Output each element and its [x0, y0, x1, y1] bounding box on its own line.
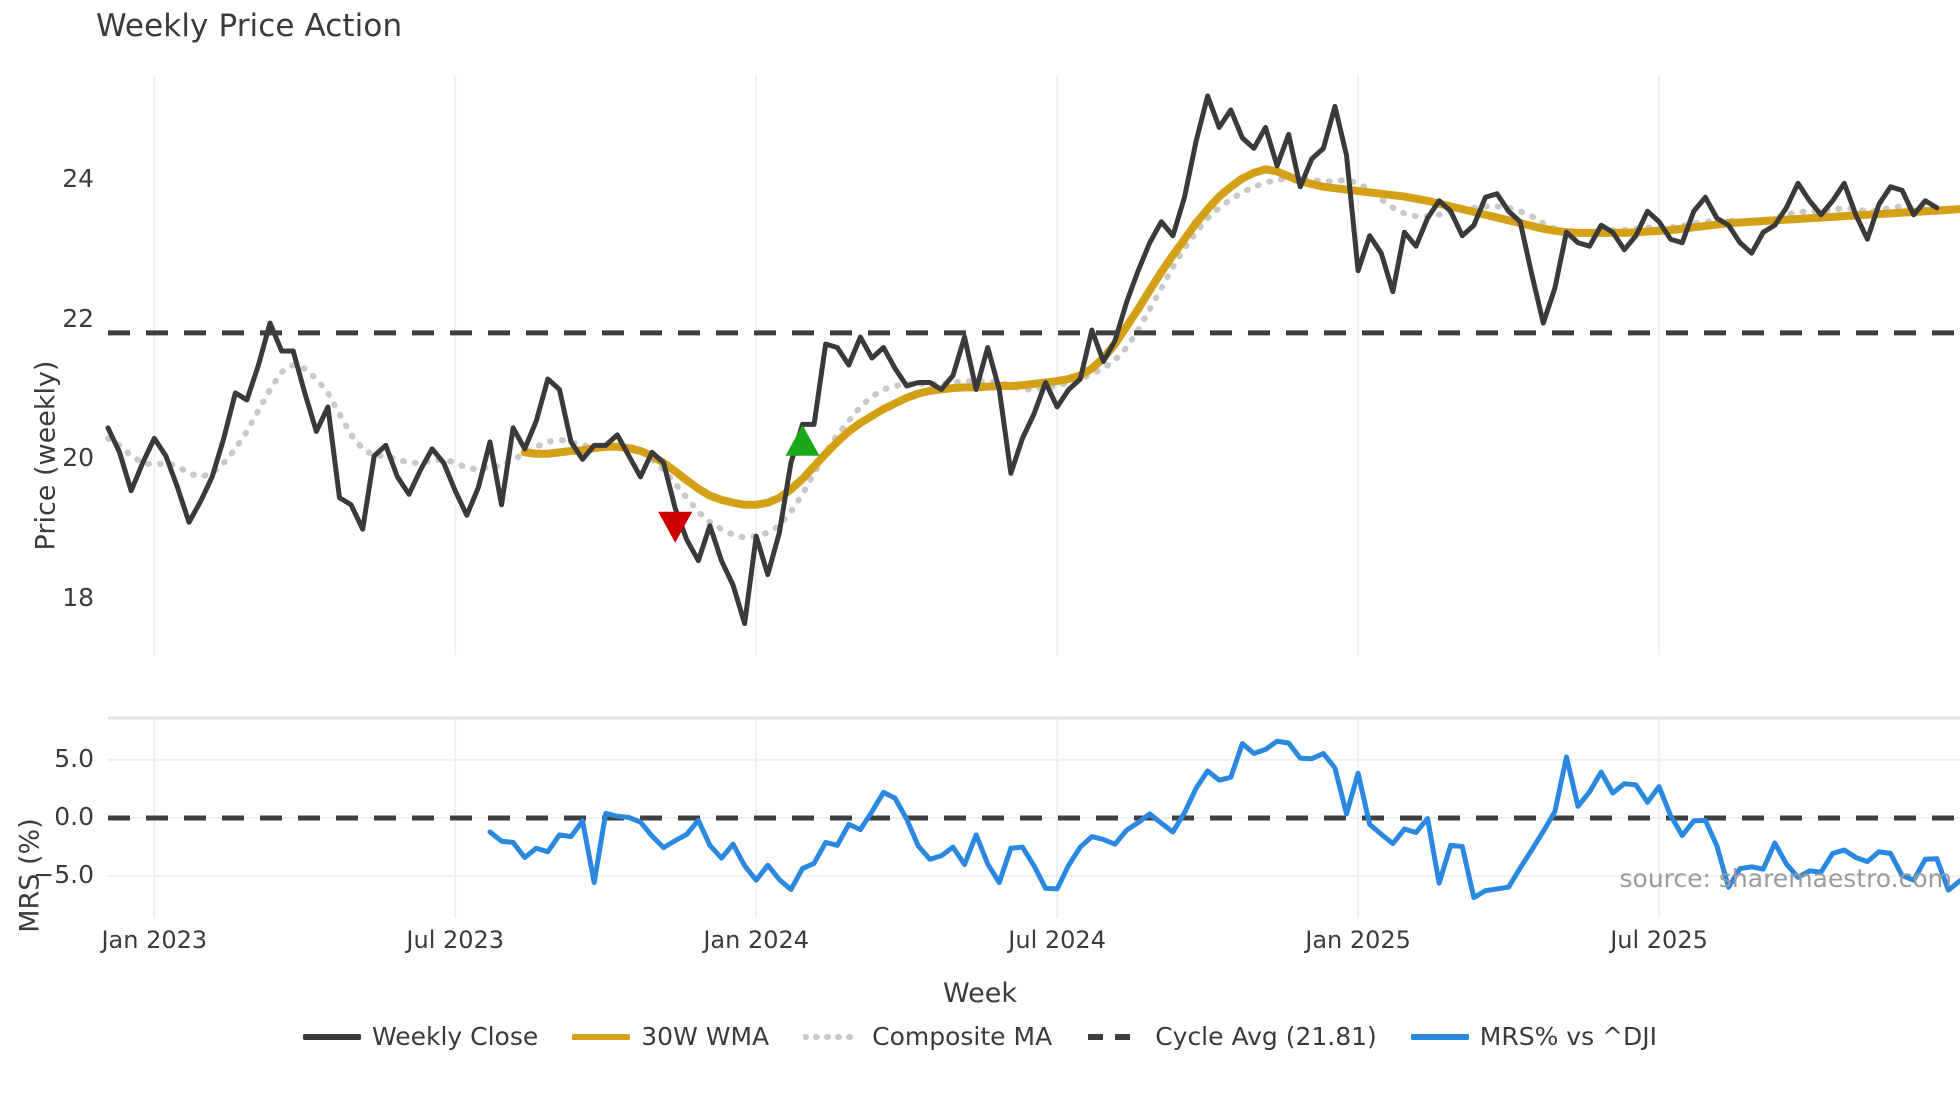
legend-item-mrs[interactable]: MRS% vs ^DJI [1410, 1022, 1658, 1051]
price-plot-area [105, 75, 1960, 655]
legend-label-mrs: MRS% vs ^DJI [1479, 1022, 1658, 1051]
legend-swatch-composite-ma [803, 1026, 862, 1048]
weekly-close-line [105, 93, 1940, 627]
legend-item-composite-ma[interactable]: Composite MA [803, 1022, 1052, 1051]
mrs-y-tick: 5.0 [54, 743, 94, 773]
price-y-tick: 20 [62, 443, 94, 473]
legend-item-weekly-close[interactable]: Weekly Close [302, 1022, 539, 1051]
x-axis-label: Week [943, 978, 1017, 1009]
composite-ma-line [105, 175, 1940, 541]
signal-markers [658, 424, 820, 543]
price-gridlines [153, 75, 1661, 655]
source-watermark: source: sharemaestro.com [1619, 864, 1953, 893]
price-y-tick: 18 [62, 583, 94, 613]
legend-item-cycle-avg[interactable]: Cycle Avg (21.81) [1086, 1022, 1377, 1051]
buy-marker-icon [785, 424, 820, 456]
legend-label-wma: 30W WMA [641, 1022, 770, 1051]
sell-marker-icon [658, 511, 693, 543]
page-title: Weekly Price Action [96, 8, 403, 44]
legend-swatch-weekly-close [302, 1026, 361, 1048]
legend-swatch-wma [572, 1026, 631, 1048]
legend-item-wma[interactable]: 30W WMA [572, 1022, 769, 1051]
price-y-tick: 22 [62, 303, 94, 333]
price-y-tick: 24 [62, 163, 94, 193]
mrs-y-tick: 0.0 [54, 802, 94, 831]
legend-label-cycle-avg: Cycle Avg (21.81) [1155, 1022, 1377, 1051]
legend-swatch-cycle-avg [1086, 1026, 1144, 1048]
x-tick: Jan 2023 [101, 926, 208, 954]
chart-legend: Weekly Close 30W WMA Composite MA Cycle Avg… [0, 1022, 1960, 1051]
legend-label-weekly-close: Weekly Close [371, 1022, 539, 1051]
wma-line [520, 165, 1960, 509]
x-tick: Jul 2024 [1008, 926, 1106, 954]
mrs-plot-area [108, 716, 1960, 918]
legend-label-composite-ma: Composite MA [872, 1022, 1053, 1051]
x-tick: Jan 2024 [703, 926, 810, 954]
legend-swatch-mrs [1410, 1026, 1469, 1048]
x-tick: Jul 2023 [406, 926, 505, 954]
x-tick: Jul 2025 [1610, 926, 1708, 954]
mrs-y-tick: −5.0 [33, 860, 94, 890]
mrs-line [487, 738, 1960, 901]
x-tick: Jan 2025 [1305, 926, 1411, 954]
